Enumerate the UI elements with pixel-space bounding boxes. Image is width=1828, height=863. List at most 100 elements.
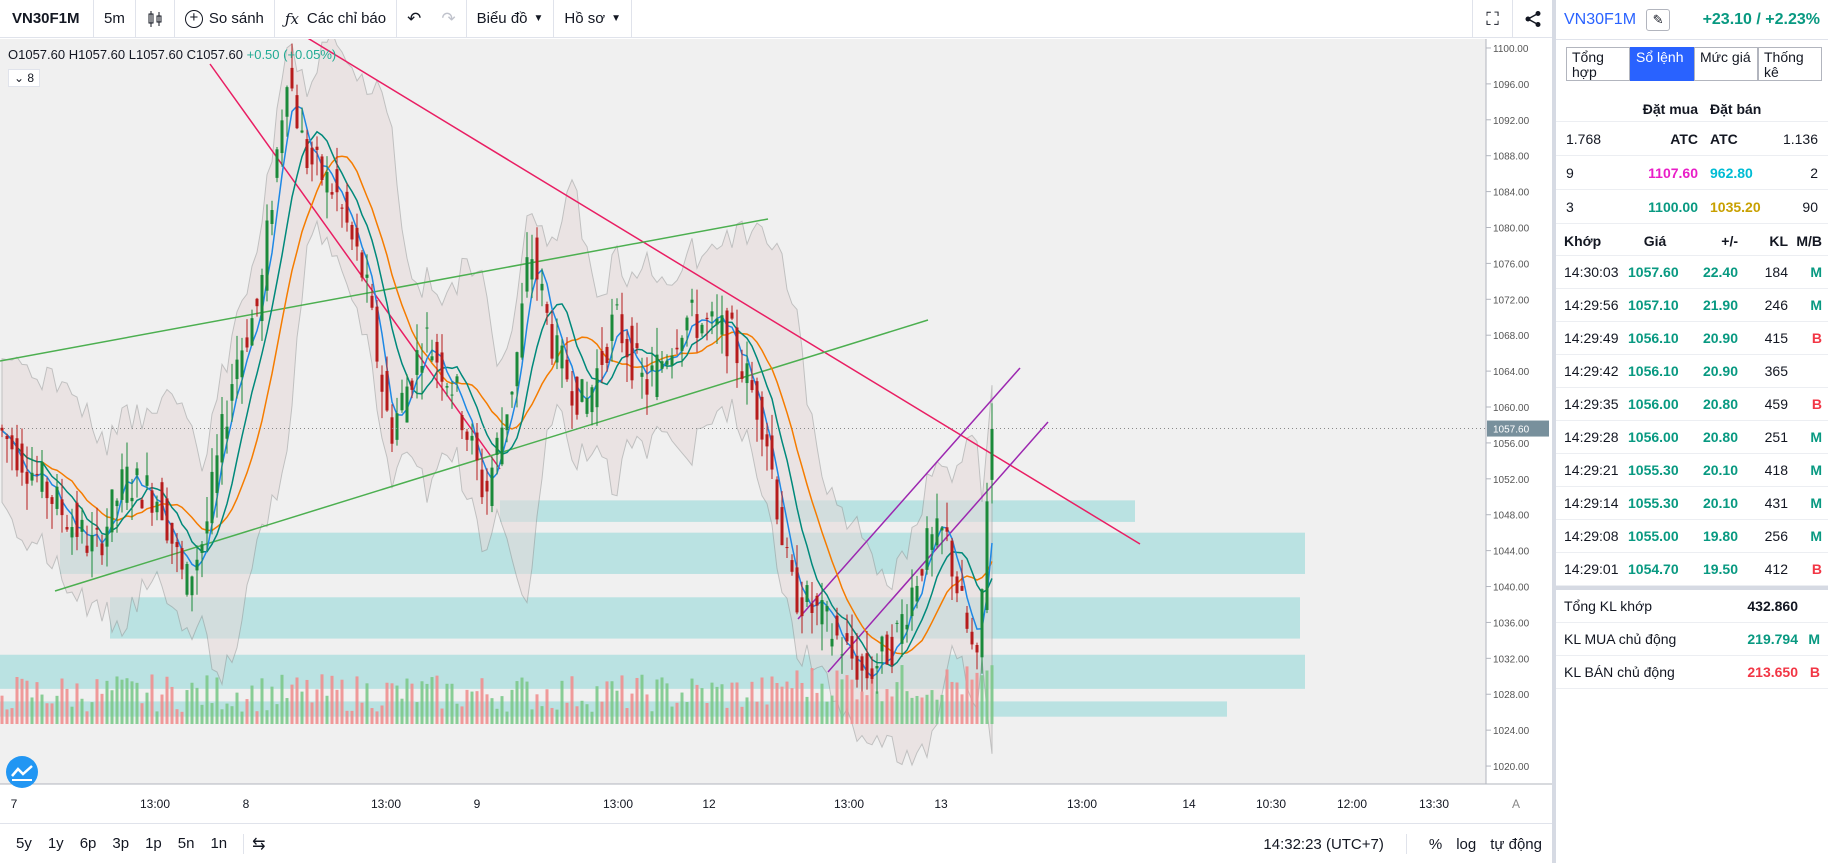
candlestick-icon[interactable] [136,0,175,38]
price-chart[interactable]: 1100.00 1096.00 1092.00 1088.00 1084.00 1080.… [0,39,1552,823]
volume-bar [785,681,789,724]
tab-price-levels[interactable]: Mức giá [1694,47,1758,81]
candle-body [725,310,729,357]
candle-body [950,540,954,577]
range-1m[interactable]: 1p [145,835,162,852]
volume-bar [210,703,214,724]
brand-logo-icon[interactable] [6,756,38,788]
volume-bar [860,691,864,724]
trade-volume: 246 [1764,297,1788,313]
volume-bar [895,682,899,724]
volume-bar [260,678,264,724]
volume-bar [465,689,469,724]
side-header: M/B [1796,232,1822,249]
auto-toggle[interactable]: tự động [1490,835,1542,853]
undo-button[interactable]: ↶ [407,8,422,28]
range-1d[interactable]: 1n [210,835,228,852]
volume-bar [5,709,9,724]
candle-body [455,376,459,383]
candle-body [0,427,4,431]
ask-qty: 90 [1802,198,1818,215]
profile-dropdown[interactable]: Hồ sơ ▼ [554,0,632,38]
open-value: O1057.60 [8,47,66,62]
volume-bar [330,675,334,724]
time-tick-label: 13:00 [834,797,864,811]
trades-list[interactable]: 14:30:03 1057.60 22.40 184 M 14:29:56 1057.10 2… [1556,256,1828,586]
volume-bar [720,684,724,724]
orderbook-row[interactable]: 3 1100.00 1035.20 90 [1556,190,1828,224]
candle-body [620,314,624,344]
indicator-collapse-button[interactable]: ⌄ 8 [8,69,41,87]
candle-body [100,543,104,556]
candle-body [715,318,719,325]
volume-bar [570,676,574,724]
candle-body [595,368,599,408]
volume-bar [120,679,124,724]
share-icon[interactable] [1512,0,1552,38]
panel-symbol[interactable]: VN30F1M [1564,10,1637,28]
candle-body [520,303,524,358]
candle-body [690,299,694,303]
pencil-icon[interactable]: ✎ [1646,8,1671,31]
interval-selector[interactable]: 5m [94,0,136,38]
candle-body [480,469,484,498]
log-toggle[interactable]: log [1456,835,1477,853]
bid-qty: 9 [1566,164,1574,181]
fullscreen-icon[interactable]: ⛶ [1472,0,1512,38]
clock-timezone[interactable]: 14:32:23 (UTC+7) [1263,835,1384,853]
candle-body [5,435,9,440]
candle-body [600,350,604,365]
volume-bar [270,686,274,724]
trade-side: B [1811,330,1822,346]
candle-body [705,317,709,320]
trade-side: M [1810,528,1822,544]
candle-body [770,435,774,470]
candle-body [90,535,94,552]
percent-toggle[interactable]: % [1428,835,1443,853]
change-value: +0.50 (+0.05%) [246,47,337,62]
volume-bar [695,684,699,724]
range-5y[interactable]: 5y [16,835,32,852]
redo-button[interactable]: ↷ [431,0,467,38]
candle-body [410,380,414,390]
divider [1405,834,1407,854]
range-1y[interactable]: 1y [47,835,64,852]
volume-bar [525,681,529,724]
date-range-icon[interactable]: ⇆ [252,835,266,853]
tab-orderbook[interactable]: Sổ lệnh [1630,47,1694,81]
orderbook-row[interactable]: 9 1107.60 962.80 2 [1556,156,1828,190]
volume-bar [490,698,494,724]
candle-body [165,498,169,541]
candle-body [115,500,119,507]
chart-type-dropdown[interactable]: Biểu đồ ▼ [467,0,555,38]
candle-body [315,146,319,150]
tab-statistics[interactable]: Thống kê [1758,47,1822,81]
range-5d[interactable]: 5n [177,835,195,852]
compare-button[interactable]: + So sánh [175,0,275,38]
volume-bar [655,679,659,724]
indicators-label: Các chỉ báo [306,10,387,27]
volume-bar [495,708,499,724]
trade-price: 1054.70 [1628,561,1679,577]
candle-body [105,526,109,547]
candle-body [680,337,684,351]
range-3m[interactable]: 3p [112,835,130,852]
tab-summary[interactable]: Tổng hợp [1566,47,1630,81]
zone-box [110,597,1300,639]
range-6m[interactable]: 6p [79,835,97,852]
summary-row: Tổng KL khớp 432.860 [1556,590,1828,623]
trade-price: 1056.10 [1628,363,1679,379]
orderbook-header: Đặt mua Đặt bán [1556,87,1828,117]
trade-row: 14:29:08 1055.00 19.80 256 M [1556,520,1828,553]
orderbook-row[interactable]: 1.768 ATC ATC 1.136 [1556,122,1828,156]
chart-canvas[interactable]: 1100.00 1096.00 1092.00 1088.00 1084.00 1080.… [0,39,1552,823]
candle-body [240,350,244,378]
top-toolbar: VN30F1M 5m + So sánh ƒx Các chỉ báo ↶ ↷ … [0,0,1552,38]
volume-bar [630,693,634,724]
candle-body [325,171,329,193]
volume-header: KL [1769,232,1788,249]
price-tick-label: 1068.00 [1493,331,1530,342]
indicators-button[interactable]: ƒx Các chỉ báo [275,0,398,38]
symbol-search[interactable]: VN30F1M [0,0,94,38]
volume-bar [185,690,189,724]
